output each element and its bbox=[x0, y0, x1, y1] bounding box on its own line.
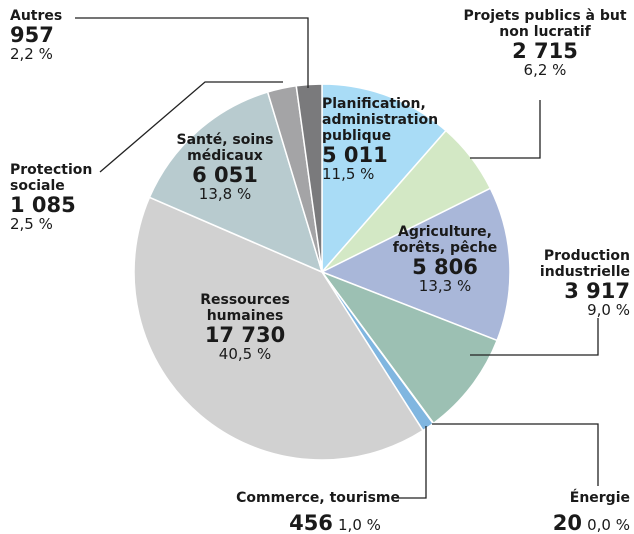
category-name: Projets publics à but non lucratif bbox=[463, 8, 627, 41]
pie-slice bbox=[319, 270, 499, 425]
leader-line bbox=[396, 426, 427, 499]
slice-label: Commerce, tourisme 456 1,0 % bbox=[230, 490, 400, 534]
category-name: Santé, soins médicaux bbox=[176, 132, 274, 165]
category-name: Autres bbox=[10, 8, 63, 24]
percent-label: 13,8 % bbox=[198, 185, 252, 204]
category-name: Énergie bbox=[569, 490, 630, 506]
slice-label: Ressources humaines 17 730 40,5 % bbox=[170, 292, 320, 363]
slice-label: Santé, soins médicaux 6 051 13,8 % bbox=[160, 132, 290, 203]
pie-slice bbox=[321, 83, 447, 274]
slice-label: Planification, administration publique 5 … bbox=[322, 96, 452, 184]
percent-label: 0,0 % bbox=[587, 516, 630, 534]
pie-slice bbox=[295, 83, 323, 273]
percent-label: 11,5 % bbox=[322, 165, 375, 184]
slice-label: Projets publics à but non lucratif 2 715 6… bbox=[455, 8, 634, 79]
slice-label: Énergie 20 0,0 % bbox=[500, 490, 630, 534]
leader-line bbox=[470, 100, 541, 159]
category-name: Production industrielle bbox=[539, 248, 630, 281]
value-label: 17 730 bbox=[204, 323, 286, 348]
slice-label: Autres 957 2,2 % bbox=[10, 8, 110, 63]
value-label: 2 715 bbox=[512, 39, 578, 64]
pie-slice bbox=[320, 187, 511, 342]
category-name: Protection sociale bbox=[10, 162, 93, 195]
value-label: 3 917 bbox=[564, 279, 630, 304]
category-name: Agriculture, forêts, pêche bbox=[392, 224, 498, 257]
value-label: 957 bbox=[10, 23, 54, 48]
value-label: 456 bbox=[289, 511, 333, 534]
value-label: 6 051 bbox=[192, 163, 258, 188]
value-label: 20 bbox=[552, 511, 583, 534]
category-name: Planification, administration publique bbox=[322, 96, 439, 145]
value-label: 1 085 bbox=[10, 193, 76, 218]
category-name: Ressources humaines bbox=[200, 292, 290, 325]
value-label: 5 806 bbox=[412, 255, 478, 280]
pie-slice bbox=[148, 91, 324, 274]
percent-label: 13,3 % bbox=[418, 277, 472, 296]
leader-line bbox=[470, 318, 599, 356]
leader-line bbox=[99, 81, 283, 173]
slice-label: Agriculture, forêts, pêche 5 806 13,3 % bbox=[375, 224, 515, 295]
percent-label: 2,2 % bbox=[10, 45, 53, 64]
percent-label: 40,5 % bbox=[218, 345, 272, 364]
percent-label: 9,0 % bbox=[587, 301, 630, 320]
slice-label: Production industrielle 3 917 9,0 % bbox=[530, 248, 630, 319]
leader-line bbox=[432, 423, 599, 486]
leader-line bbox=[75, 17, 309, 88]
category-name: Commerce, tourisme bbox=[236, 490, 400, 506]
pie-slice bbox=[133, 196, 425, 461]
percent-label: 1,0 % bbox=[338, 516, 381, 534]
slice-label: Protection sociale 1 085 2,5 % bbox=[10, 162, 120, 233]
percent-label: 2,5 % bbox=[10, 215, 53, 234]
percent-label: 6,2 % bbox=[523, 61, 567, 80]
value-label: 5 011 bbox=[322, 143, 388, 168]
